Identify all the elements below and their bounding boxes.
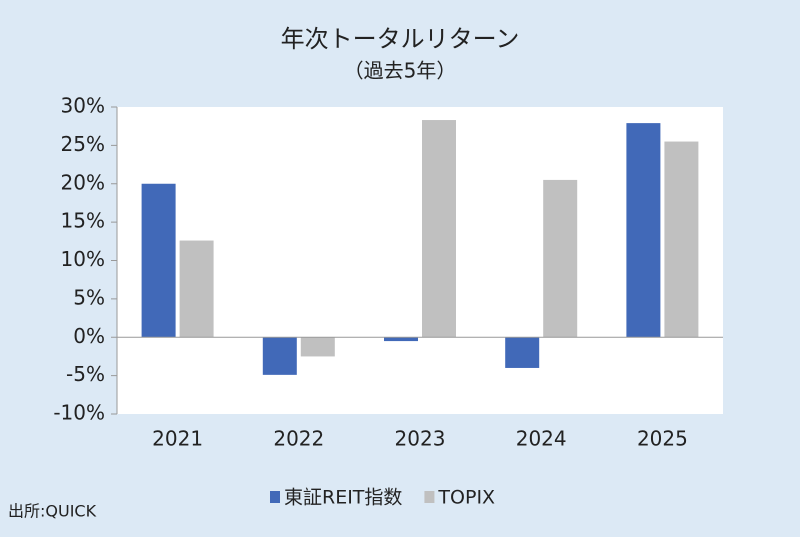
x-tick-label: 2022 xyxy=(273,427,324,451)
bar xyxy=(626,123,661,338)
y-tick-label: 15% xyxy=(61,209,105,233)
bar xyxy=(141,183,176,338)
plot-area xyxy=(117,107,723,414)
legend-label: TOPIX xyxy=(437,487,495,509)
bar xyxy=(384,337,418,342)
bar xyxy=(543,179,578,338)
legend-swatch xyxy=(424,491,435,503)
chart-subtitle: （過去5年） xyxy=(344,59,457,83)
y-tick-label: 25% xyxy=(61,132,105,156)
y-tick-label: 20% xyxy=(61,170,105,194)
bar xyxy=(300,337,335,357)
bar xyxy=(179,240,214,338)
y-tick-label: -5% xyxy=(66,362,105,386)
bar xyxy=(505,337,540,368)
bar xyxy=(422,120,456,338)
legend-label: 東証REIT指数 xyxy=(284,487,402,509)
legend-swatch xyxy=(270,491,280,503)
y-tick-label: 5% xyxy=(73,285,105,309)
bar xyxy=(262,337,297,375)
chart-title: 年次トータルリターン xyxy=(281,25,520,53)
x-tick-label: 2023 xyxy=(395,427,446,451)
x-tick-label: 2025 xyxy=(637,427,688,451)
bar xyxy=(664,141,699,338)
y-tick-label: 0% xyxy=(73,324,105,348)
x-tick-label: 2021 xyxy=(152,427,203,451)
y-tick-label: 10% xyxy=(61,247,105,271)
y-tick-label: -10% xyxy=(53,401,105,425)
y-tick-label: 30% xyxy=(61,94,105,118)
x-tick-label: 2024 xyxy=(516,427,567,451)
source-note: 出所:QUICK xyxy=(8,502,97,521)
